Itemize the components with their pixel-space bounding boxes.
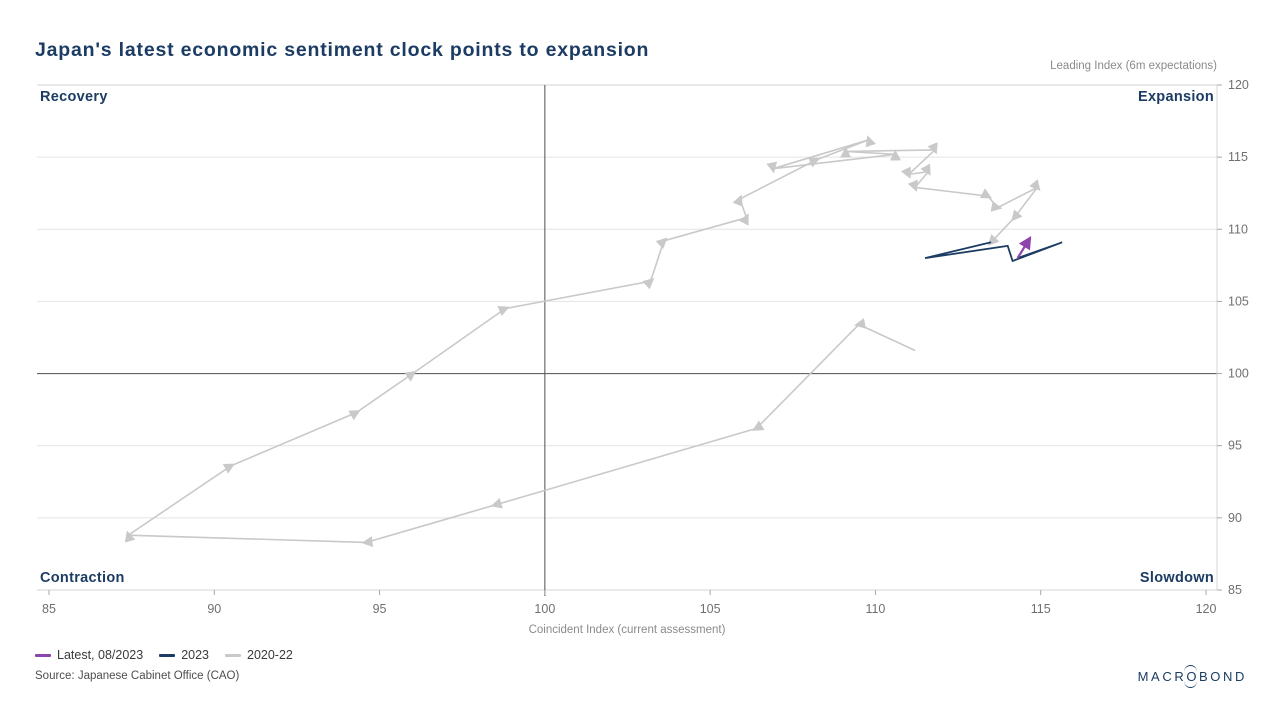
y-tick-label-120: 120 bbox=[1228, 78, 1249, 92]
y-tick-label-105: 105 bbox=[1228, 294, 1249, 308]
y-tick-label-110: 110 bbox=[1228, 222, 1248, 236]
logo-text-post: BOND bbox=[1199, 669, 1247, 684]
series-path-2020-22 bbox=[124, 135, 1041, 548]
legend-label-2020-22: 2020-22 bbox=[247, 648, 293, 662]
chart-legend: Latest, 08/2023 2023 2020-22 bbox=[35, 648, 293, 662]
quadrant-label-contraction: Contraction bbox=[40, 570, 125, 586]
legend-swatch-2023 bbox=[159, 653, 176, 657]
x-tick-label-100: 100 bbox=[534, 602, 555, 616]
legend-swatch-2020-22 bbox=[225, 653, 241, 657]
legend-item-2023: 2023 bbox=[159, 648, 209, 662]
legend-item-latest: Latest, 08/2023 bbox=[35, 648, 143, 662]
x-axis-title: Coincident Index (current assessment) bbox=[529, 624, 726, 636]
x-tick-label-105: 105 bbox=[700, 602, 721, 616]
sentiment-clock-chart: 85 90 95 100 105 110 115 120 85 90 95 100 105 110 115 1… bbox=[37, 78, 1249, 636]
series-path-latest-08-2023 bbox=[1016, 235, 1032, 259]
legend-label-2023: 2023 bbox=[181, 648, 209, 662]
x-tick-label-95: 95 bbox=[373, 602, 387, 616]
y-tick-label-95: 95 bbox=[1228, 439, 1242, 453]
y-tick-label-90: 90 bbox=[1228, 511, 1242, 525]
y-tick-label-115: 115 bbox=[1228, 150, 1248, 164]
grid-layer bbox=[37, 84, 1218, 596]
macrobond-logo: MACR O BOND bbox=[1137, 664, 1247, 688]
logo-o-mark: O bbox=[1184, 664, 1200, 688]
logo-text-pre: MACR bbox=[1137, 669, 1187, 684]
x-tick-label-115: 115 bbox=[1031, 602, 1051, 616]
tick-layer: 85 90 95 100 105 110 115 120 85 90 95 100 105 110 115 1… bbox=[42, 78, 1249, 616]
y-tick-label-100: 100 bbox=[1228, 367, 1249, 381]
x-tick-label-110: 110 bbox=[865, 602, 885, 616]
x-tick-label-85: 85 bbox=[42, 602, 56, 616]
legend-label-latest: Latest, 08/2023 bbox=[57, 648, 144, 662]
legend-swatch-latest bbox=[35, 653, 51, 657]
legend-item-2020-22: 2020-22 bbox=[225, 648, 293, 662]
series-path-2023 bbox=[924, 241, 1063, 263]
source-note: Source: Japanese Cabinet Office (CAO) bbox=[35, 670, 240, 682]
series-layer bbox=[124, 135, 1063, 548]
y-axis-title: Leading Index (6m expectations) bbox=[1050, 60, 1217, 72]
page-title: Japan's latest economic sentiment clock … bbox=[35, 39, 650, 62]
quadrant-label-recovery: Recovery bbox=[40, 89, 108, 105]
quadrant-label-slowdown: Slowdown bbox=[1140, 570, 1214, 586]
y-tick-label-85: 85 bbox=[1228, 583, 1242, 597]
x-tick-label-120: 120 bbox=[1196, 602, 1217, 616]
x-tick-label-90: 90 bbox=[207, 602, 221, 616]
quadrant-label-expansion: Expansion bbox=[1138, 89, 1214, 105]
